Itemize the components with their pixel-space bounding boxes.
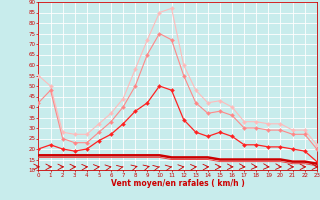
X-axis label: Vent moyen/en rafales ( km/h ): Vent moyen/en rafales ( km/h ) bbox=[111, 179, 244, 188]
